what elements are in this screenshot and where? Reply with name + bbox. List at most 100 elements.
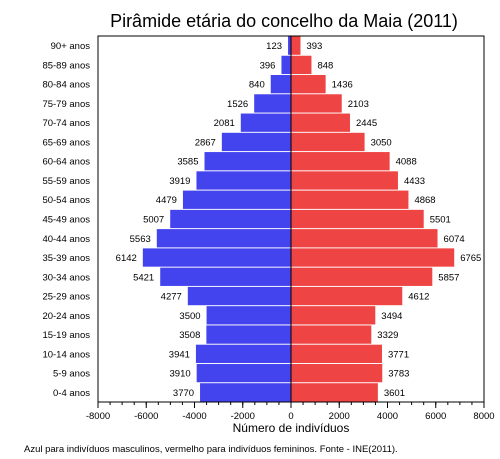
bar-right — [291, 75, 326, 94]
value-label-right: 393 — [306, 41, 322, 52]
bar-left — [182, 190, 291, 209]
x-tick-label: 2000 — [329, 411, 350, 422]
category-label: 0-4 anos — [53, 388, 90, 399]
category-label: 60-64 anos — [42, 157, 90, 168]
value-labels-group: 123 393 396 848 840 1436 1526 2103 2081 2445 2867 3… — [116, 41, 482, 399]
bar-left — [240, 113, 291, 132]
value-label-left: 3585 — [177, 157, 198, 168]
category-label: 5-9 anos — [53, 369, 90, 380]
value-label-right: 2445 — [356, 118, 377, 129]
value-label-left: 4277 — [161, 292, 182, 303]
bar-right — [291, 94, 342, 113]
bar-left — [187, 286, 291, 306]
category-label: 70-74 anos — [42, 118, 90, 129]
bar-right — [291, 229, 438, 248]
value-label-left: 3910 — [170, 369, 191, 380]
bar-left — [206, 306, 291, 325]
x-tick-label: -6000 — [134, 411, 158, 422]
value-label-right: 4433 — [404, 176, 425, 187]
value-label-right: 3601 — [384, 388, 405, 399]
category-label: 80-84 anos — [42, 80, 90, 91]
value-label-left: 4479 — [156, 195, 177, 206]
bar-left — [160, 267, 291, 286]
x-tick-label: -4000 — [182, 411, 206, 422]
category-label: 15-19 anos — [42, 330, 90, 341]
bar-left — [270, 75, 291, 94]
category-label: 40-44 anos — [42, 234, 90, 245]
category-label: 10-14 anos — [42, 349, 90, 360]
category-label: 20-24 anos — [42, 311, 90, 322]
value-label-right: 848 — [317, 60, 333, 71]
bar-right — [291, 171, 398, 190]
value-label-left: 3508 — [179, 330, 200, 341]
bar-right — [291, 267, 433, 286]
value-label-right: 3329 — [377, 330, 398, 341]
value-label-right: 3050 — [371, 137, 392, 148]
bar-right — [291, 306, 376, 325]
chart-title: Pirâmide etária do concelho da Maia (201… — [110, 11, 458, 31]
bar-right — [291, 325, 372, 344]
bar-left — [204, 152, 291, 171]
value-label-left: 3770 — [173, 388, 194, 399]
value-label-left: 1526 — [227, 99, 248, 110]
value-label-right: 3771 — [388, 349, 409, 360]
bars-group — [142, 36, 455, 402]
bar-right — [291, 36, 301, 55]
value-label-right: 4612 — [408, 292, 429, 303]
value-label-right: 5501 — [430, 215, 451, 226]
category-label: 75-79 anos — [42, 99, 90, 110]
value-label-right: 5857 — [438, 272, 459, 283]
category-label: 35-39 anos — [42, 253, 90, 264]
bar-left — [195, 344, 291, 363]
category-label: 85-89 anos — [42, 60, 90, 71]
value-label-left: 3500 — [179, 311, 200, 322]
value-label-left: 2081 — [214, 118, 235, 129]
value-label-left: 3941 — [169, 349, 190, 360]
value-label-right: 2103 — [348, 99, 369, 110]
x-tick-label: 8000 — [473, 411, 494, 422]
bar-left — [200, 383, 291, 402]
bar-right — [291, 55, 312, 75]
category-label: 55-59 anos — [42, 176, 90, 187]
bar-left — [196, 171, 291, 190]
value-label-left: 2867 — [195, 137, 216, 148]
value-label-right: 4088 — [396, 157, 417, 168]
category-label: 25-29 anos — [42, 292, 90, 303]
bar-right — [291, 190, 409, 209]
value-label-left: 5007 — [143, 215, 164, 226]
value-label-left: 5421 — [133, 272, 154, 283]
value-label-left: 3919 — [169, 176, 190, 187]
bar-left — [254, 94, 291, 113]
value-label-right: 3783 — [388, 369, 409, 380]
x-tick-label: -2000 — [231, 411, 255, 422]
x-tick-label: 0 — [288, 411, 293, 422]
bar-left — [142, 248, 291, 267]
x-tick-label: 4000 — [377, 411, 398, 422]
x-axis-ticks-group: -8000 -6000 -4000 -2000 0 2000 4000 6000 8000 — [86, 402, 495, 422]
bar-left — [196, 363, 291, 383]
bar-right — [291, 113, 350, 132]
category-label: 90+ anos — [51, 41, 91, 52]
x-tick-label: 6000 — [425, 411, 446, 422]
value-label-left: 6142 — [116, 253, 137, 264]
bar-right — [291, 363, 383, 383]
category-labels-group: 90+ anos 85-89 anos 80-84 anos 75-79 anos 70… — [42, 41, 90, 399]
bar-left — [170, 209, 291, 229]
bar-left — [156, 229, 291, 248]
value-label-left: 396 — [260, 60, 276, 71]
bar-right — [291, 344, 382, 363]
value-label-right: 1436 — [332, 80, 353, 91]
x-tick-label: -8000 — [86, 411, 110, 422]
bar-left — [281, 55, 291, 75]
value-label-left: 5563 — [130, 234, 151, 245]
chart-note: Azul para indivíduos masculinos, vermelh… — [24, 444, 398, 455]
bar-left — [206, 325, 291, 344]
value-label-right: 6765 — [460, 253, 481, 264]
category-label: 45-49 anos — [42, 215, 90, 226]
category-label: 65-69 anos — [42, 137, 90, 148]
bar-right — [291, 132, 365, 152]
category-label: 50-54 anos — [42, 195, 90, 206]
bar-right — [291, 152, 390, 171]
bar-right — [291, 209, 424, 229]
